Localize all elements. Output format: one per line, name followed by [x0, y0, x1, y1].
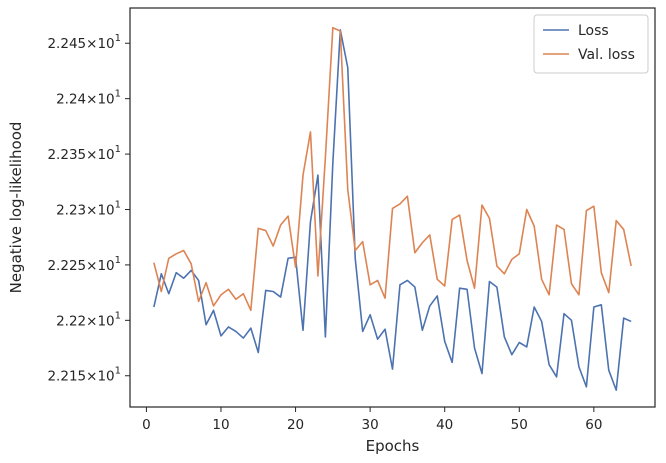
x-axis-label: Epochs [366, 437, 420, 455]
y-tick-label: 2.23×101 [56, 199, 121, 218]
x-axis-ticks: 0 10 20 30 40 50 60 [142, 407, 602, 433]
x-tick-label: 50 [511, 417, 528, 433]
series-line-loss [153, 29, 632, 391]
x-tick-label: 10 [212, 417, 229, 433]
y-tick-label: 2.24×101 [56, 89, 121, 108]
x-tick-label: 30 [362, 417, 379, 433]
plot-frame [129, 7, 656, 408]
series-line-val-loss [153, 26, 632, 312]
legend: Loss Val. loss [533, 14, 649, 74]
x-tick-label: 0 [142, 417, 151, 433]
y-axis-label: Negative log-likelihood [7, 122, 25, 294]
y-tick-label: 2.235×101 [47, 144, 121, 163]
x-tick-label: 40 [436, 417, 453, 433]
legend-label-loss: Loss [578, 23, 609, 39]
y-axis-ticks: 2.215×101 2.22×101 2.225×101 2.23×101 2.235×… [47, 33, 130, 385]
x-tick-label: 60 [585, 417, 602, 433]
y-tick-label: 2.22×101 [56, 310, 121, 329]
y-tick-label: 2.245×101 [47, 33, 121, 52]
legend-label-val-loss: Val. loss [578, 47, 635, 63]
y-tick-label: 2.225×101 [47, 255, 121, 274]
x-tick-label: 20 [287, 417, 304, 433]
plot-lines [153, 26, 632, 391]
y-tick-label: 2.215×101 [47, 366, 121, 385]
